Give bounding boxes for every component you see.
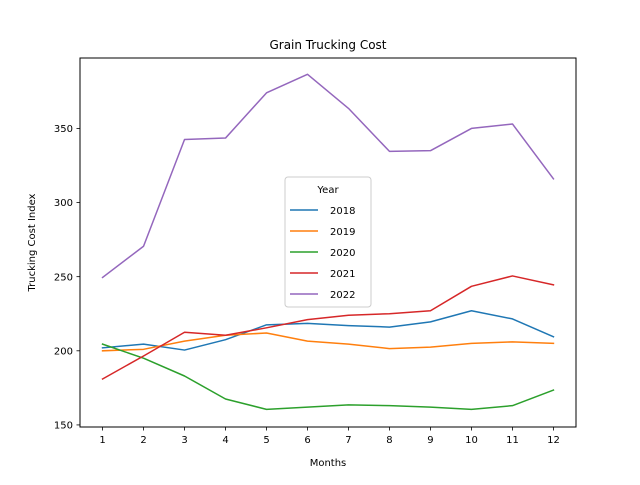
legend-entries: 2018 2019 2020 2021 2022 <box>290 206 355 301</box>
chart-title: Grain Trucking Cost <box>269 38 386 52</box>
y-tick-label: 350 <box>54 124 73 135</box>
legend-entry-2022: 2022 <box>290 290 355 301</box>
x-axis-ticks: 1 2 3 4 5 6 7 8 9 10 11 12 <box>99 427 560 446</box>
x-tick-label: 10 <box>465 435 478 446</box>
legend-entry-2021: 2021 <box>290 269 355 280</box>
y-tick-label: 300 <box>54 198 73 209</box>
y-axis-label: Trucking Cost Index <box>27 193 38 292</box>
series-line-2019 <box>101 332 555 352</box>
x-tick-label: 9 <box>427 435 433 446</box>
plot-lines <box>101 73 555 411</box>
y-tick-label: 150 <box>54 421 73 432</box>
series-line-2020 <box>101 343 555 411</box>
y-axis-ticks: 150 200 250 300 350 <box>54 124 80 432</box>
y-tick-label: 200 <box>54 346 73 357</box>
legend: Year 2018 2019 2020 2021 2022 <box>284 176 372 308</box>
series-line-2021 <box>101 275 555 380</box>
series-line-2022 <box>101 73 555 279</box>
x-tick-label: 4 <box>222 435 228 446</box>
x-tick-label: 7 <box>345 435 351 446</box>
x-tick-label: 2 <box>140 435 146 446</box>
plot-frame <box>79 57 577 428</box>
legend-label: 2021 <box>330 269 355 280</box>
y-tick-label: 250 <box>54 272 73 283</box>
legend-label: 2019 <box>330 227 355 238</box>
legend-entry-2018: 2018 <box>290 206 355 217</box>
x-tick-label: 8 <box>386 435 392 446</box>
x-tick-label: 5 <box>263 435 269 446</box>
x-tick-label: 11 <box>506 435 519 446</box>
x-tick-label: 6 <box>304 435 310 446</box>
legend-label: 2018 <box>330 206 355 217</box>
legend-label: 2022 <box>330 290 355 301</box>
x-tick-label: 12 <box>547 435 560 446</box>
legend-label: 2020 <box>330 248 355 259</box>
legend-entry-2019: 2019 <box>290 227 355 238</box>
x-tick-label: 3 <box>181 435 187 446</box>
x-tick-label: 1 <box>99 435 105 446</box>
series-line-2018 <box>101 310 555 351</box>
legend-entry-2020: 2020 <box>290 248 355 259</box>
x-axis-label: Months <box>310 458 347 469</box>
legend-title: Year <box>316 185 339 196</box>
legend-box <box>284 176 372 308</box>
